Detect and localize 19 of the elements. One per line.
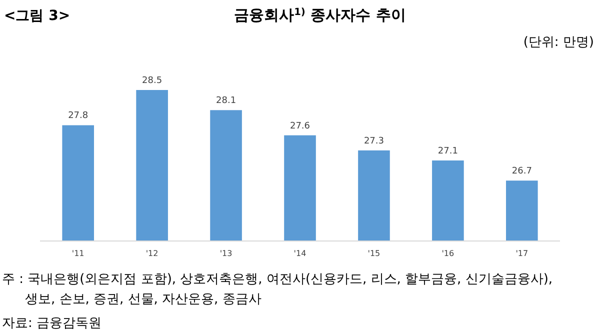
data-label: 27.1 — [438, 146, 458, 156]
x-tick-label: '11 — [72, 249, 84, 258]
text: <그림 3> — [4, 8, 70, 24]
data-label: 28.5 — [142, 76, 162, 86]
x-tick-label: '12 — [146, 249, 158, 258]
x-tick-label: '14 — [294, 249, 306, 258]
text: 자료: 금융감독원 — [2, 316, 102, 331]
x-tick-label: '17 — [516, 249, 528, 258]
x-tick-label: '13 — [220, 249, 232, 258]
chart-subtitle: (단위: 만명) — [523, 35, 594, 50]
data-label: 27.6 — [290, 121, 310, 132]
x-tick-label: '16 — [442, 249, 454, 258]
data-label: 27.8 — [68, 111, 88, 122]
text: 주 : 국내은행(외은지점 포함), 상호저축은행, 여전사(신용카드, 리스, 할부금융, 신기술금융사), 생보, 손보, 증권, 선물, 자산운용, 종금사 — [2, 272, 553, 307]
data-label: 27.3 — [364, 136, 384, 146]
data-label: 26.7 — [512, 166, 532, 177]
chart-title: 금융회사$^{1)}$ 종사자수 추이 — [234, 6, 406, 24]
x-tick-label: '15 — [368, 249, 380, 258]
data-label: 28.1 — [216, 96, 236, 106]
